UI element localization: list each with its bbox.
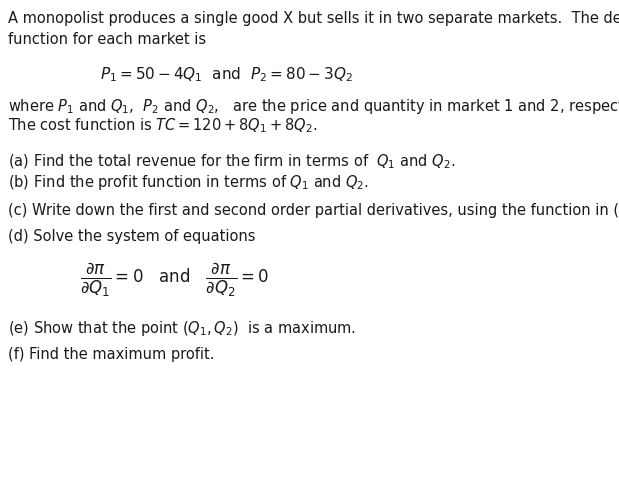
Text: function for each market is: function for each market is <box>8 33 206 48</box>
Text: (e) Show that the point $(Q_1,Q_2)$  is a maximum.: (e) Show that the point $(Q_1,Q_2)$ is a… <box>8 319 356 337</box>
Text: $\dfrac{\partial\pi}{\partial Q_1} = 0$   and   $\dfrac{\partial\pi}{\partial Q_: $\dfrac{\partial\pi}{\partial Q_1} = 0$ … <box>80 261 269 299</box>
Text: (c) Write down the first and second order partial derivatives, using the functio: (c) Write down the first and second orde… <box>8 203 619 217</box>
Text: A monopolist produces a single good X but sells it in two separate markets.  The: A monopolist produces a single good X bu… <box>8 11 619 25</box>
Text: The cost function is $TC = 120 + 8Q_1 + 8Q_2$.: The cost function is $TC = 120 + 8Q_1 + … <box>8 117 317 135</box>
Text: (d) Solve the system of equations: (d) Solve the system of equations <box>8 228 256 243</box>
Text: (b) Find the profit function in terms of $Q_1$ and $Q_2$.: (b) Find the profit function in terms of… <box>8 172 369 192</box>
Text: $P_1 = 50 - 4Q_1$  and  $P_2 = 80 - 3Q_2$: $P_1 = 50 - 4Q_1$ and $P_2 = 80 - 3Q_2$ <box>100 66 353 84</box>
Text: (a) Find the total revenue for the firm in terms of  $Q_1$ and $Q_2$.: (a) Find the total revenue for the firm … <box>8 153 456 171</box>
Text: (f) Find the maximum profit.: (f) Find the maximum profit. <box>8 347 215 361</box>
Text: where $P_1$ and $Q_1$,  $P_2$ and $Q_2$,   are the price and quantity in market : where $P_1$ and $Q_1$, $P_2$ and $Q_2$, … <box>8 96 619 116</box>
